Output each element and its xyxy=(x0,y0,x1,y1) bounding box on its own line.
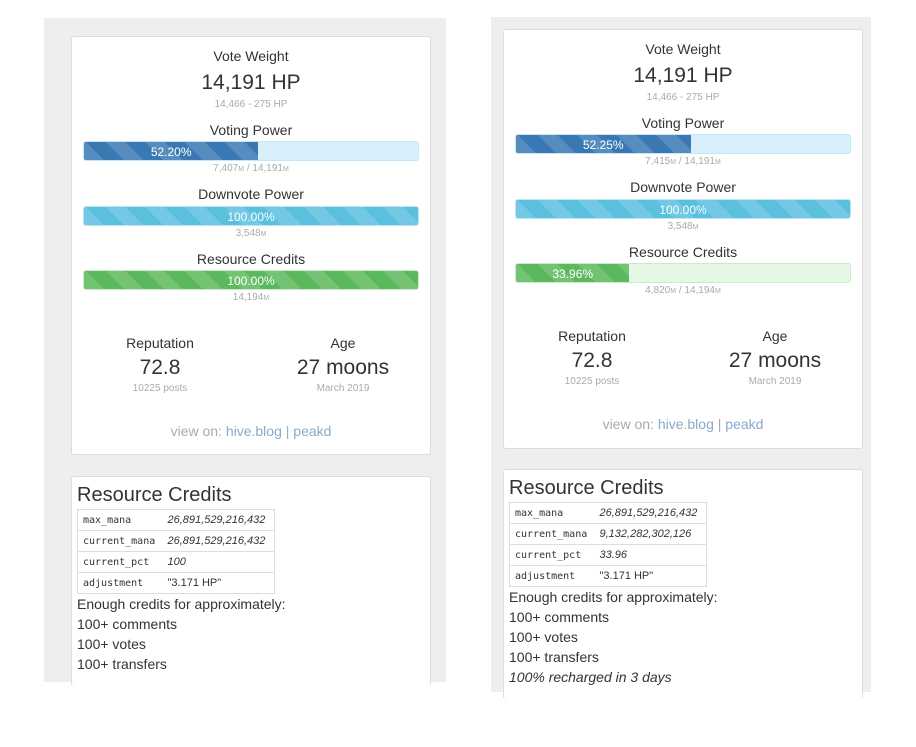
voting-power-mana: 7,407M / 14,191M xyxy=(213,163,289,174)
hive-blog-link[interactable]: hive.blog xyxy=(657,416,714,432)
resource-credits-fill xyxy=(84,271,418,289)
voting-power-bar: 52.20% xyxy=(83,141,419,161)
voting-power-bar: 52.25% xyxy=(515,134,851,154)
rc-recharge-time: 100% recharged in 3 days xyxy=(509,669,672,685)
peakd-link[interactable]: peakd xyxy=(293,423,332,439)
age-value: 27 moons xyxy=(296,356,390,379)
resource-credits-label: Resource Credits xyxy=(628,244,738,260)
rc-table: max_mana 26,891,529,216,432 current_mana 2… xyxy=(77,509,275,594)
downvote-power-pct: 100.00% xyxy=(659,203,707,217)
reputation-label: Reputation xyxy=(126,335,194,351)
voting-power-fill xyxy=(84,142,259,160)
vote-weight-detail: 14,466 - 275 HP xyxy=(214,99,288,110)
link-separator: | xyxy=(285,423,290,439)
account-panel-right: Vote Weight 14,191 HP 14,466 - 275 HP Vo… xyxy=(491,17,871,699)
age-date: March 2019 xyxy=(316,383,370,394)
resource-credits-bar: 33.96% xyxy=(515,263,851,283)
voting-power-mana: 7,415M / 14,191M xyxy=(645,156,721,167)
hive-blog-link[interactable]: hive.blog xyxy=(225,423,282,439)
resource-credits-fill xyxy=(516,264,630,282)
rc-comments: 100+ comments xyxy=(509,609,609,625)
resource-credits-pct: 33.96% xyxy=(552,267,594,281)
downvote-power-fill xyxy=(84,207,418,225)
age-label: Age xyxy=(762,328,788,344)
rc-enough-text: Enough credits for approximately: xyxy=(77,596,286,612)
peakd-link[interactable]: peakd xyxy=(725,416,764,432)
reputation-value: 72.8 xyxy=(571,349,613,372)
downvote-power-label: Downvote Power xyxy=(198,186,304,202)
voting-power-pct: 52.25% xyxy=(582,138,624,152)
table-row: adjustment "3.171 HP" xyxy=(77,572,275,594)
resource-credits-card: Resource Credits max_mana 26,891,529,216,… xyxy=(503,469,863,699)
table-row: max_mana 26,891,529,216,432 xyxy=(77,509,275,531)
voting-power-pct: 52.20% xyxy=(150,145,192,159)
downvote-power-label: Downvote Power xyxy=(630,179,736,195)
table-row: current_pct 100 xyxy=(77,551,275,573)
link-separator: | xyxy=(717,416,722,432)
reputation-block: Reputation 72.8 10225 posts xyxy=(517,328,667,388)
age-date: March 2019 xyxy=(748,376,802,387)
rc-transfers: 100+ transfers xyxy=(77,656,167,672)
age-block: Age 27 moons March 2019 xyxy=(700,328,850,388)
resource-credits-card: Resource Credits max_mana 26,891,529,216,… xyxy=(71,476,431,686)
rc-votes: 100+ votes xyxy=(509,629,578,645)
table-row: current_mana 26,891,529,216,432 xyxy=(77,530,275,552)
reputation-label: Reputation xyxy=(558,328,626,344)
view-on-label: view on: xyxy=(602,416,654,432)
vote-weight-label: Vote Weight xyxy=(645,41,721,57)
vote-weight-label: Vote Weight xyxy=(213,48,289,64)
downvote-power-pct: 100.00% xyxy=(227,210,275,224)
resource-credits-mana: 4,820M / 14,194M xyxy=(645,285,721,296)
downvote-power-bar: 100.00% xyxy=(515,199,851,219)
reputation-block: Reputation 72.8 10225 posts xyxy=(85,335,235,395)
account-panel-left: Vote Weight 14,191 HP 14,466 - 275 HP Vo… xyxy=(44,18,446,686)
age-value: 27 moons xyxy=(728,349,822,372)
age-block: Age 27 moons March 2019 xyxy=(268,335,418,395)
account-stats-card: Vote Weight 14,191 HP 14,466 - 275 HP Vo… xyxy=(71,36,431,455)
vote-weight-value: 14,191 HP xyxy=(201,71,301,94)
reputation-posts: 10225 posts xyxy=(564,376,620,387)
voting-power-fill xyxy=(516,135,691,153)
view-on-links: view on: hive.blog | peakd xyxy=(515,416,851,432)
downvote-power-mana: 3,548M xyxy=(667,221,699,232)
table-row: current_pct 33.96 xyxy=(509,544,707,566)
rc-enough-text: Enough credits for approximately: xyxy=(509,589,718,605)
table-row: current_mana 9,132,282,302,126 xyxy=(509,523,707,545)
rc-section-title: Resource Credits xyxy=(509,477,664,499)
rc-transfers: 100+ transfers xyxy=(509,649,599,665)
table-row: max_mana 26,891,529,216,432 xyxy=(509,502,707,524)
resource-credits-pct: 100.00% xyxy=(227,274,275,288)
rc-votes: 100+ votes xyxy=(77,636,146,652)
downvote-power-fill xyxy=(516,200,850,218)
rc-section-title: Resource Credits xyxy=(77,484,232,506)
vote-weight-detail: 14,466 - 275 HP xyxy=(646,92,720,103)
downvote-power-bar: 100.00% xyxy=(83,206,419,226)
reputation-posts: 10225 posts xyxy=(132,383,188,394)
age-label: Age xyxy=(330,335,356,351)
voting-power-label: Voting Power xyxy=(641,115,725,131)
view-on-label: view on: xyxy=(170,423,222,439)
resource-credits-bar: 100.00% xyxy=(83,270,419,290)
reputation-value: 72.8 xyxy=(139,356,181,379)
voting-power-label: Voting Power xyxy=(209,122,293,138)
view-on-links: view on: hive.blog | peakd xyxy=(83,423,419,439)
vote-weight-value: 14,191 HP xyxy=(633,64,733,87)
account-stats-card: Vote Weight 14,191 HP 14,466 - 275 HP Vo… xyxy=(503,29,863,449)
table-row: adjustment "3.171 HP" xyxy=(509,565,707,587)
resource-credits-mana: 14,194M xyxy=(232,292,270,303)
rc-comments: 100+ comments xyxy=(77,616,177,632)
rc-table: max_mana 26,891,529,216,432 current_mana 9… xyxy=(509,502,707,587)
downvote-power-mana: 3,548M xyxy=(235,228,267,239)
resource-credits-label: Resource Credits xyxy=(196,251,306,267)
